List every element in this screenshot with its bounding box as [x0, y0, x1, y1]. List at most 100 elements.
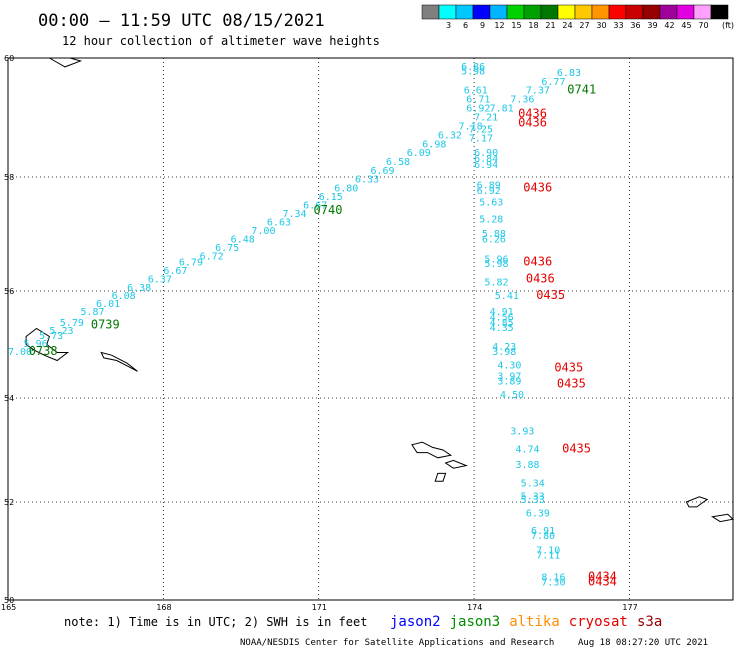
wave-height-label: 7.36 [510, 95, 534, 106]
scale-unit-label: (ft) [722, 21, 734, 30]
wave-height-label: 7.00 [251, 226, 275, 237]
pass-time-label: 0436 [526, 271, 555, 285]
pass-time-label: 0738 [29, 344, 58, 358]
wave-height-label: 3.98 [492, 347, 516, 358]
lon-tick-label: 165 [1, 603, 16, 612]
wave-height-label: 6.77 [541, 77, 565, 88]
scale-tick-label: 21 [545, 21, 555, 30]
scale-tick-label: 42 [664, 21, 674, 30]
wave-height-label: 6.75 [215, 243, 239, 254]
satellite-legend-cryosat: cryosat [569, 614, 628, 630]
wave-height-label: 5.33 [521, 491, 545, 502]
pass-time-label: 0436 [518, 115, 547, 129]
scale-swatch [489, 4, 508, 20]
wave-height-label: 6.15 [319, 192, 343, 203]
wave-height-label: 6.26 [482, 235, 506, 246]
scale-tick-label: 15 [511, 21, 521, 30]
map-tick-labels: 165 168 171 174 177 50 52 54 56 58 60 [1, 54, 638, 612]
wave-height-label: 6.72 [200, 252, 224, 263]
wave-height-label: 4.85 [490, 318, 514, 329]
wave-height-label: 5.34 [521, 478, 545, 489]
island-outline [685, 496, 709, 508]
wave-height-label: 5.23 [49, 326, 73, 337]
scale-swatch [506, 4, 525, 20]
pass-time-label: 0435 [536, 288, 565, 302]
lon-tick-label: 177 [622, 603, 637, 612]
pass-time-label: 0739 [91, 317, 120, 331]
wave-height-label: 7.34 [282, 209, 306, 220]
satellite-legend-jason2: jason2 [390, 614, 441, 630]
wave-height-label: 4.50 [500, 390, 524, 401]
map-frame [7, 57, 734, 601]
scale-swatch [591, 4, 610, 20]
scale-tick-label: 36 [630, 21, 640, 30]
wave-height-label: 5.96 [484, 255, 508, 266]
wave-height-label: 7.11 [536, 550, 560, 561]
scale-swatch [608, 4, 627, 20]
page-subtitle: 12 hour collection of altimeter wave hei… [62, 34, 380, 48]
pass-time-label: 0435 [557, 376, 586, 390]
wave-height-label: 6.91 [531, 526, 555, 537]
wave-height-label: 6.67 [303, 200, 327, 211]
wave-height-label: 4.23 [492, 342, 516, 353]
wave-height-label: 6.84 [474, 154, 498, 165]
lon-tick-label: 171 [312, 603, 327, 612]
scale-swatch [523, 4, 542, 20]
wave-height-label: 5.87 [81, 307, 105, 318]
wave-height-label: 7.30 [541, 577, 565, 588]
wave-height-label: 4.35 [490, 323, 514, 334]
scale-tick-label: 9 [480, 21, 485, 30]
wave-height-label: 6.39 [526, 509, 550, 520]
island-outline [411, 441, 453, 459]
color-scale-legend: 3 6 9 12 15 18 21 24 27 30 33 36 39 42 45 70 [421, 4, 729, 30]
island-outline [434, 472, 447, 482]
pass-time-label: 0436 [523, 180, 552, 194]
satellite-tracks: 7.005.965.735.235.795.876.016.086.386.37… [8, 62, 617, 588]
satellite-legend-jason3: jason3 [450, 614, 501, 630]
pass-time-label: 0434 [588, 574, 617, 588]
lat-tick-label: 54 [4, 394, 14, 403]
wave-height-label: 6.83 [557, 68, 581, 79]
wave-height-label: 4.30 [497, 361, 521, 372]
wave-height-label: 5.88 [482, 229, 506, 240]
pass-time-label: 0436 [518, 107, 547, 121]
lat-tick-label: 50 [4, 596, 14, 605]
wave-height-label: 6.86 [461, 62, 485, 73]
scale-swatch [659, 4, 678, 20]
satellite-legend: jason2 jason3 altika cryosat s3a [390, 614, 662, 630]
wave-height-label: 7.37 [526, 86, 550, 97]
wave-height-label: 3.88 [516, 460, 540, 471]
wave-height-label: 6.98 [422, 139, 446, 150]
wave-height-label: 6.92 [466, 104, 490, 115]
scale-tick-label: 3 [446, 21, 451, 30]
pass-time-label: 0434 [588, 569, 617, 583]
legend-note: note: 1) Time is in UTC; 2) SWH is in fe… [64, 615, 367, 629]
scale-swatch [455, 4, 474, 20]
pass-time-label: 0435 [562, 442, 591, 456]
scale-swatch [710, 4, 729, 20]
generated-timestamp: Aug 18 08:27:20 UTC 2021 [578, 638, 708, 648]
wave-height-label: 7.80 [531, 531, 555, 542]
wave-height-label: 6.61 [464, 86, 488, 97]
wave-height-label: 5.28 [479, 215, 503, 226]
wave-height-label: 6.32 [438, 130, 462, 141]
wave-height-label: 5.41 [495, 291, 519, 302]
wave-height-label: 6.89 [477, 180, 501, 191]
wave-height-label: 7.10 [536, 545, 560, 556]
wave-height-label: 7.21 [474, 112, 498, 123]
pass-time-label: 0740 [314, 203, 343, 217]
wave-height-label: 7.18 [459, 121, 483, 132]
lat-tick-label: 60 [4, 54, 14, 63]
wave-height-label: 6.94 [474, 160, 498, 171]
wave-height-label: 8.16 [541, 572, 565, 583]
wave-height-label: 6.67 [163, 266, 187, 277]
island-outline [444, 459, 469, 469]
wave-height-label: 7.25 [469, 124, 493, 135]
wave-height-label: 5.73 [39, 331, 63, 342]
island-outline [100, 351, 138, 372]
scale-tick-label: 12 [494, 21, 504, 30]
island-outline [25, 327, 70, 362]
scale-tick-label: 45 [681, 21, 691, 30]
wave-height-label: 5.33 [521, 495, 545, 506]
